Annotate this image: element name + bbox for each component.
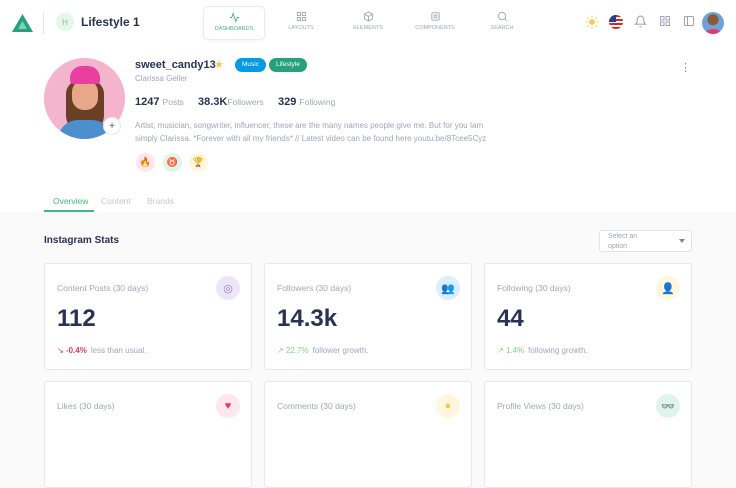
box-icon — [363, 11, 373, 22]
us-flag-icon[interactable] — [609, 15, 623, 29]
add-avatar-button[interactable]: + — [103, 117, 121, 135]
grid-icon — [296, 11, 306, 22]
bell-icon[interactable] — [634, 15, 647, 28]
card-value: 112 — [57, 305, 96, 332]
card-change: ↗ 22.7% follower growth. — [277, 346, 369, 355]
card-change: ↗ 1.4% following growth. — [497, 346, 588, 355]
tab-content[interactable]: Content — [101, 196, 131, 206]
nav-dashboards[interactable]: Dashboards — [203, 6, 265, 40]
trophy-icon[interactable]: 🏆 — [189, 153, 208, 172]
card-value: 14.3k — [277, 305, 338, 332]
arrow-up-right-icon: ↗ — [277, 346, 284, 355]
stat-card: Followers (30 days) 👥 14.3k ↗ 22.7% follow… — [264, 263, 472, 370]
stat-card: Comments (30 days) ● — [264, 381, 472, 488]
card-label: Profile Views (30 days) — [497, 401, 584, 411]
stat-followers: 38.3KFollowers — [198, 96, 264, 108]
heart-icon: ♥ — [216, 394, 240, 418]
divider — [43, 12, 44, 34]
chevron-down-icon — [679, 239, 685, 246]
tag-lifestyle[interactable]: Lifestyle — [269, 58, 307, 72]
fire-icon[interactable]: 🔥 — [136, 153, 155, 172]
stats-select[interactable]: Select an option — [599, 230, 692, 252]
user-avatar[interactable] — [702, 12, 724, 34]
tag-music[interactable]: Music — [235, 58, 266, 72]
app-avatar: H — [56, 13, 74, 31]
app-name: Lifestyle 1 — [81, 15, 140, 29]
card-label: Following (30 days) — [497, 283, 571, 293]
sidebar-toggle-icon[interactable] — [683, 15, 695, 27]
nav-components[interactable]: Components — [404, 6, 466, 40]
card-change: ↘ -0.4% less than usual. — [57, 346, 147, 355]
activity-icon — [229, 12, 239, 23]
medal-icon[interactable]: ♉ — [163, 153, 182, 172]
more-options-icon[interactable]: ⋮ — [680, 62, 691, 74]
sun-icon[interactable] — [585, 15, 599, 29]
glasses-icon: 👓 — [656, 394, 680, 418]
card-label: Content Posts (30 days) — [57, 283, 149, 293]
card-label: Followers (30 days) — [277, 283, 352, 293]
profile-name: Clarissa Geller — [135, 74, 188, 83]
section-title: Instagram Stats — [44, 235, 120, 246]
stat-card: Following (30 days) 👤 44 ↗ 1.4% following … — [484, 263, 692, 370]
user-plus-icon: 👤 — [656, 276, 680, 300]
nav-elements[interactable]: Elements — [337, 6, 399, 40]
apps-grid-icon[interactable] — [659, 15, 671, 27]
stat-card: Likes (30 days) ♥ — [44, 381, 252, 488]
star-icon: ★ — [214, 59, 224, 71]
stat-following: 329 Following — [278, 96, 336, 108]
stat-card: Content Posts (30 days) ◎ 112 ↘ -0.4% less… — [44, 263, 252, 370]
profile-bio: Artist, musician, songwriter, influencer… — [135, 121, 487, 143]
arrow-down-right-icon: ↘ — [57, 346, 64, 355]
instagram-icon: ◎ — [216, 276, 240, 300]
card-label: Comments (30 days) — [277, 401, 356, 411]
comment-icon: ● — [436, 394, 460, 418]
cpu-icon — [430, 12, 440, 21]
stat-posts: 1247 Posts — [135, 96, 184, 108]
stat-card: Profile Views (30 days) 👓 — [484, 381, 692, 488]
tab-overview[interactable]: Overview — [53, 196, 89, 206]
nav-layouts[interactable]: Layouts — [270, 6, 332, 40]
search-icon — [497, 11, 507, 21]
users-icon: 👥 — [436, 276, 460, 300]
card-label: Likes (30 days) — [57, 401, 115, 411]
active-tab-indicator — [44, 210, 94, 212]
profile-username: sweet_candy13 — [135, 59, 216, 71]
tab-brands[interactable]: Brands — [147, 196, 174, 206]
logo-icon[interactable] — [12, 14, 33, 32]
top-navbar: H Lifestyle 1 Dashboards Layouts Element… — [0, 0, 736, 45]
card-value: 44 — [497, 305, 524, 332]
arrow-up-right-icon: ↗ — [497, 346, 504, 355]
nav-search[interactable]: Search — [471, 6, 533, 40]
